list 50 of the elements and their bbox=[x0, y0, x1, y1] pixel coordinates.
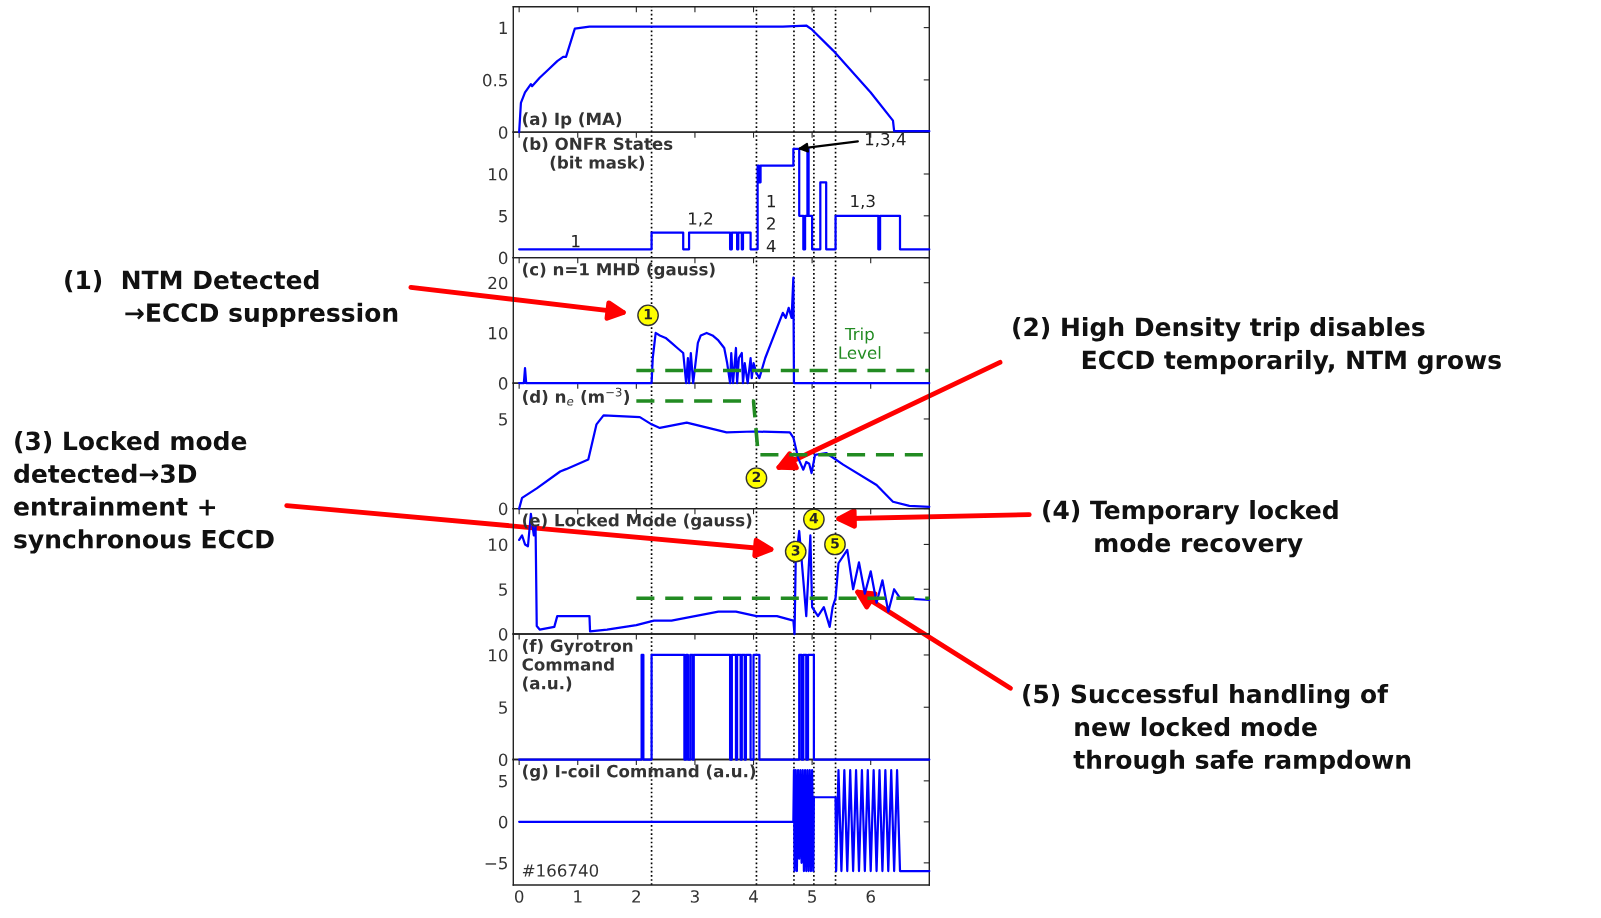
chart-title: (d) n$_{e}$ (m$^{−3}$) bbox=[523, 387, 630, 406]
y-tick-label: 5 bbox=[499, 583, 507, 596]
annotation: 1 bbox=[572, 235, 580, 248]
y-tick-label: 0 bbox=[498, 815, 508, 829]
y-tick-label: 1 bbox=[499, 21, 507, 34]
chart-title: (c) n=1 MHD (gauss) bbox=[523, 262, 715, 279]
x-tick-label: 3 bbox=[690, 890, 699, 903]
x-tick-label: 1 bbox=[574, 890, 582, 903]
y-tick-label: 0 bbox=[498, 502, 508, 516]
text: (b) ONFR States (bit mask) bbox=[523, 137, 673, 171]
annotation: 1 2 4 bbox=[766, 195, 776, 253]
y-tick-label: 5 bbox=[499, 210, 507, 223]
annotation: 3 bbox=[791, 545, 800, 556]
chart-title: (g) I-coil Command (a.u.) bbox=[523, 764, 756, 781]
text: (f) Gyrotron Command (a.u.) bbox=[522, 639, 633, 692]
y-tick-label: 0 bbox=[498, 251, 508, 265]
y-tick-label: 0 bbox=[498, 628, 508, 641]
text: (2) High Density trip disables ECCD temporarily, NTM grows bbox=[1013, 317, 1501, 375]
series-label: Trip Level bbox=[839, 327, 881, 359]
annotation: 1,3,4 bbox=[865, 132, 906, 148]
y-tick-label: 0 bbox=[498, 377, 508, 390]
y-tick-label: 5 bbox=[499, 701, 507, 714]
annotation: 1 bbox=[644, 309, 652, 320]
text: (4) Temporary locked mode recovery bbox=[1043, 500, 1338, 558]
y-tick-label: 10 bbox=[489, 167, 508, 181]
y-tick-label: 20 bbox=[488, 276, 508, 290]
y-tick-label: 0 bbox=[498, 753, 508, 767]
annotation: #166740 bbox=[522, 864, 599, 877]
y-tick-label: 5 bbox=[499, 775, 507, 788]
annotation: 1,2 bbox=[689, 212, 713, 227]
y-tick-label: −5 bbox=[485, 857, 507, 870]
text: (a) Ip (MA) bbox=[523, 112, 622, 129]
y-tick-label: 0.5 bbox=[483, 73, 507, 87]
x-tick-label: 4 bbox=[749, 890, 758, 903]
y-tick-label: 10 bbox=[489, 648, 508, 662]
text: (1) NTM Detected →ECCD suppression bbox=[65, 270, 398, 327]
x-tick-label: 6 bbox=[866, 890, 875, 903]
y-tick-label: 5 bbox=[499, 413, 507, 426]
y-tick-label: 10 bbox=[489, 326, 508, 340]
text: (3) Locked mode detected→3D entrainment + synchronous ECCD bbox=[14, 431, 274, 554]
annotation: 2 bbox=[752, 471, 761, 482]
x-tick-label: 0 bbox=[514, 890, 524, 903]
y-tick-label: 10 bbox=[489, 538, 508, 551]
annotation: 4 bbox=[809, 513, 819, 524]
annotation: (5) Successful handling of new locked mode through safe rampdown bbox=[1023, 684, 1411, 775]
annotation: 1,3 bbox=[851, 194, 875, 209]
x-tick-label: 2 bbox=[632, 890, 640, 903]
y-tick-label: 0 bbox=[498, 126, 508, 139]
x-tick-label: 5 bbox=[808, 890, 816, 903]
annotation: 5 bbox=[831, 538, 839, 549]
